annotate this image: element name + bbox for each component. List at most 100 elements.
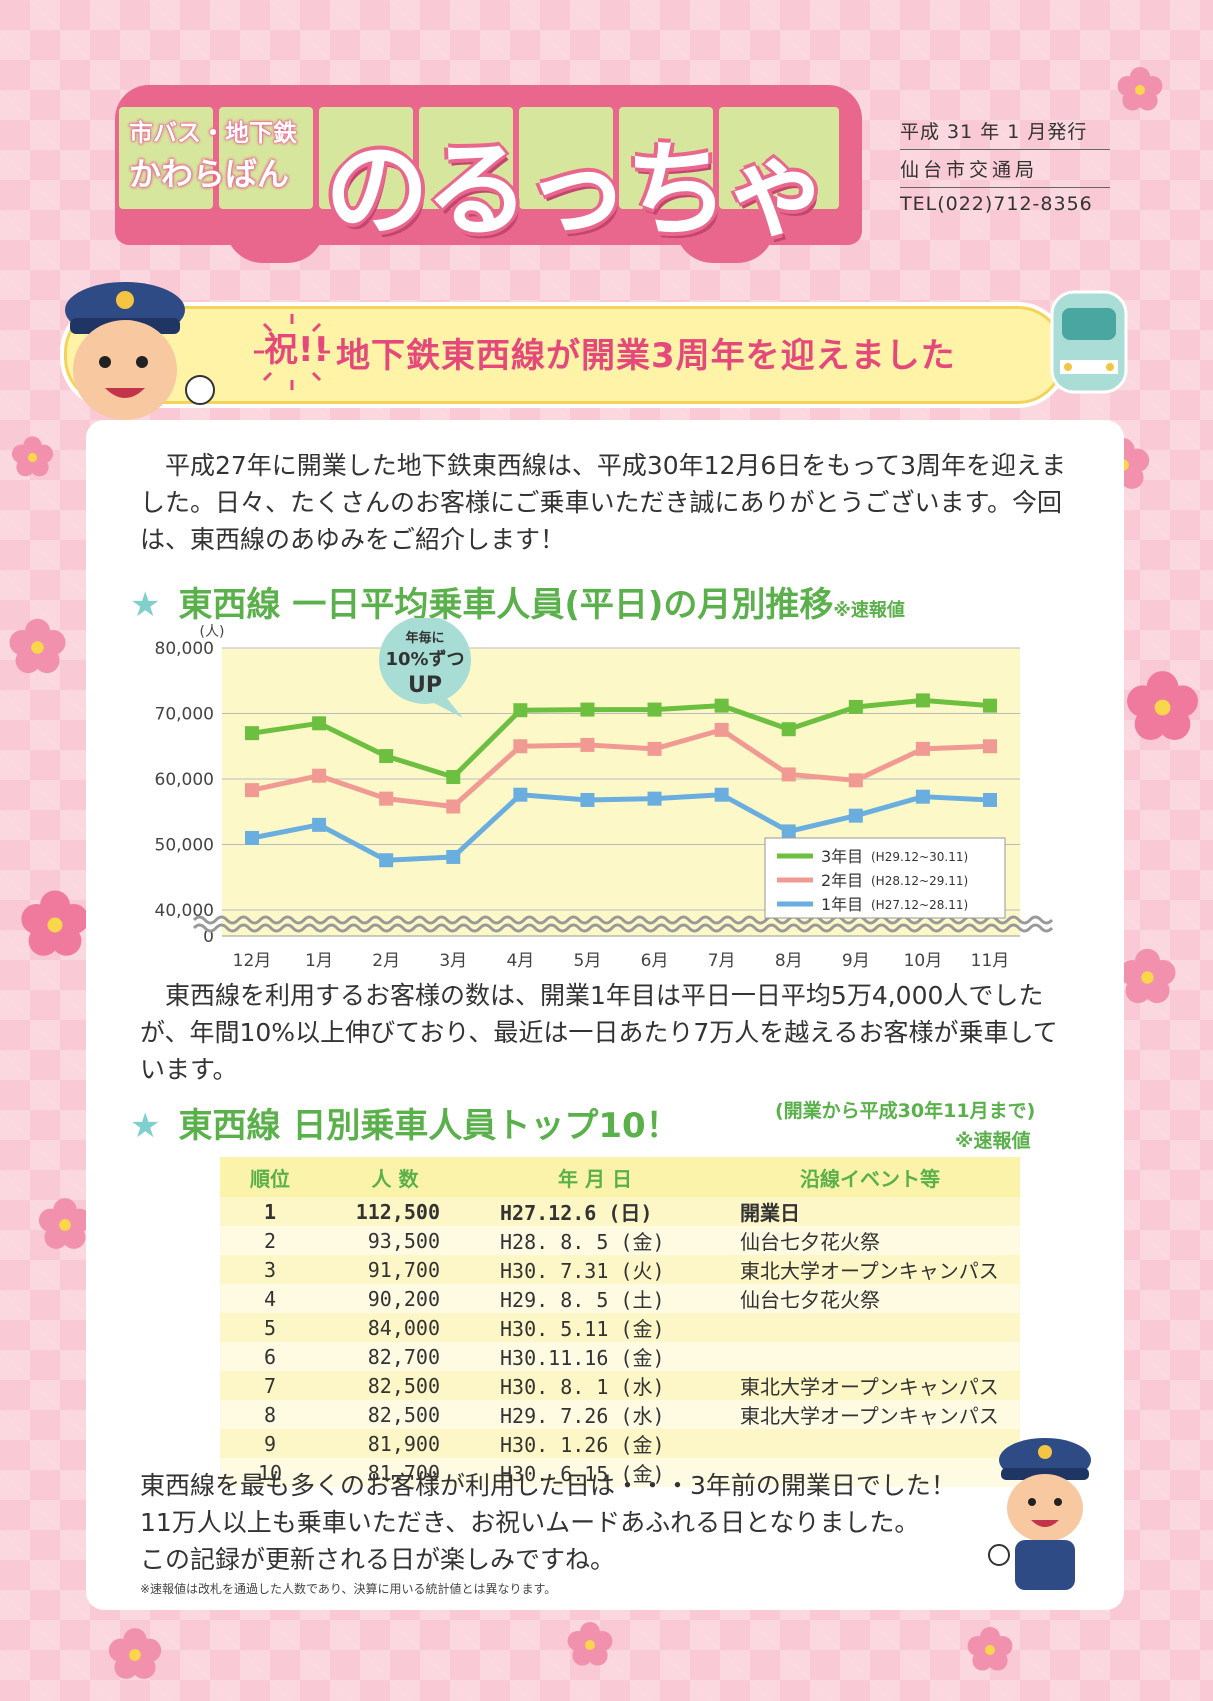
plum-blossom-icon bbox=[11, 436, 54, 477]
data-point bbox=[714, 787, 729, 802]
plum-blossom-icon bbox=[1119, 948, 1176, 1004]
data-point bbox=[848, 808, 863, 823]
bubble-text: 10%ずつ bbox=[385, 649, 464, 670]
plum-blossom-icon bbox=[108, 1628, 162, 1679]
rank-cell: 7 bbox=[220, 1371, 320, 1400]
plum-blossom-icon bbox=[1127, 671, 1198, 740]
table-row: 5 84,000 H30. 5.11 (金) bbox=[220, 1313, 1020, 1342]
plum-blossom-icon bbox=[567, 1622, 613, 1666]
table-row: 6 82,700 H30.11.16 (金) bbox=[220, 1342, 1020, 1371]
issue-info: 平成 31 年 1 月発行 仙台市交通局 TEL(022)712-8356 bbox=[900, 112, 1110, 220]
chart-heading: ★ 東西線 一日平均乗車人員(平日)の月別推移※速報値 bbox=[130, 577, 905, 626]
data-point bbox=[245, 830, 259, 845]
y-tick-label: 0 bbox=[203, 927, 214, 947]
data-point bbox=[983, 698, 997, 713]
count-cell: 81,700 bbox=[320, 1458, 470, 1487]
y-tick-label: 70,000 bbox=[155, 705, 214, 725]
speech-bubble-tail bbox=[432, 696, 463, 718]
series-line bbox=[251, 697, 991, 780]
issue-date: 平成 31 年 1 月発行 bbox=[900, 112, 1110, 150]
table-row: 9 81,900 H30. 1.26 (金) bbox=[220, 1429, 1020, 1458]
plum-blossom-icon bbox=[9, 618, 66, 674]
newsletter-title: のるっちゃ bbox=[325, 129, 829, 251]
newsletter-subtitle-2: かわらばん bbox=[129, 155, 290, 193]
closing-line: 11万人以上も乗車いただき、お祝いムードあふれる日となりました。 bbox=[140, 1508, 920, 1537]
rank-cell: 8 bbox=[220, 1400, 320, 1429]
legend-period: (H29.12~30.11) bbox=[871, 850, 968, 864]
conductor-character-icon bbox=[988, 1438, 1091, 1590]
x-tick-label: 1月 bbox=[305, 951, 333, 970]
rank-cell: 4 bbox=[220, 1284, 320, 1313]
bubble-text: UP bbox=[408, 673, 442, 698]
event-cell: 仙台七夕花火祭 bbox=[720, 1226, 1020, 1255]
data-point bbox=[312, 817, 327, 832]
data-point bbox=[983, 739, 997, 754]
x-tick-label: 4月 bbox=[506, 951, 534, 970]
table-row: 1 112,500 H27.12.6 (日) 開業日 bbox=[220, 1197, 1020, 1226]
data-point bbox=[580, 792, 595, 807]
table-header-row: 順位 人 数 年 月 日 沿線イベント等 bbox=[220, 1157, 1020, 1197]
data-point bbox=[781, 824, 796, 839]
celebration-burst-icon bbox=[254, 314, 330, 390]
legend-period: (H27.12~28.11) bbox=[871, 898, 968, 912]
data-point bbox=[446, 770, 461, 785]
bus-window bbox=[219, 107, 313, 209]
data-point bbox=[245, 783, 259, 798]
chart-title: 東西線 一日平均乗車人員(平日)の月別推移 bbox=[178, 585, 834, 625]
bus-window bbox=[719, 107, 839, 209]
bus-window bbox=[119, 107, 213, 209]
data-point bbox=[915, 741, 930, 756]
anniversary-banner: 祝!! 地下鉄東西線が開業3周年を迎えました bbox=[60, 302, 1068, 408]
legend-label: 3年目 bbox=[821, 847, 863, 866]
event-cell: 東北大学オープンキャンパス bbox=[720, 1371, 1020, 1400]
bus-title-graphic: 市バス・地下鉄 かわらばん のるっちゃ bbox=[115, 85, 862, 263]
data-point bbox=[647, 791, 662, 806]
footnote: ※速報値は改札を通過した人数であり、決算に用いる統計値とは異なります。 bbox=[140, 1582, 557, 1596]
event-cell: 仙台七夕花火祭 bbox=[720, 1284, 1020, 1313]
date-cell: H30. 6.15 (金) bbox=[470, 1458, 720, 1487]
newsletter-subtitle: 市バス・地下鉄 bbox=[129, 119, 298, 148]
data-point bbox=[379, 749, 394, 764]
series-line bbox=[251, 727, 991, 810]
date-cell: H30. 8. 1 (水) bbox=[470, 1371, 720, 1400]
column-header-count: 人 数 bbox=[320, 1157, 470, 1197]
star-icon: ★ bbox=[130, 585, 161, 625]
data-point bbox=[781, 722, 796, 737]
star-icon: ★ bbox=[130, 1106, 161, 1146]
table-row: 8 82,500 H29. 7.26 (水) 東北大学オープンキャンパス bbox=[220, 1400, 1020, 1429]
date-cell: H30. 5.11 (金) bbox=[470, 1313, 720, 1342]
data-point bbox=[446, 799, 461, 814]
count-cell: 82,500 bbox=[320, 1400, 470, 1429]
axis-break-line bbox=[192, 915, 1054, 925]
event-cell: 東北大学オープンキャンパス bbox=[720, 1255, 1020, 1284]
data-point bbox=[513, 703, 528, 718]
table-title: 東西線 日別乗車人員トップ10！ bbox=[178, 1106, 680, 1146]
rank-cell: 2 bbox=[220, 1226, 320, 1255]
plum-blossom-icon bbox=[1117, 67, 1163, 111]
rank-cell: 6 bbox=[220, 1342, 320, 1371]
data-point bbox=[647, 702, 662, 717]
subway-train-icon bbox=[1050, 290, 1128, 394]
closing-text: 東西線を最も多くのお客様が利用した日は・・・3年前の開業日でした！ 11万人以上… bbox=[140, 1467, 956, 1578]
ridership-ranking-table: 順位 人 数 年 月 日 沿線イベント等 1 112,500 H27.12.6 (日… bbox=[220, 1157, 1020, 1487]
table-row: 2 93,500 H28. 8. 5 (金) 仙台七夕花火祭 bbox=[220, 1226, 1020, 1255]
event-cell bbox=[720, 1313, 1020, 1342]
date-cell: H30. 7.31 (火) bbox=[470, 1255, 720, 1284]
data-point bbox=[580, 702, 595, 717]
conductor-character-icon bbox=[65, 282, 215, 420]
bus-window bbox=[519, 107, 613, 209]
rank-cell: 5 bbox=[220, 1313, 320, 1342]
x-tick-label: 6月 bbox=[641, 951, 669, 970]
data-point bbox=[379, 853, 394, 868]
data-point bbox=[848, 699, 863, 714]
y-tick-label: 80,000 bbox=[155, 639, 214, 659]
data-point bbox=[781, 767, 796, 782]
y-axis-label: (人) bbox=[200, 624, 225, 640]
data-point bbox=[446, 849, 461, 864]
intro-paragraph: 平成27年に開業した地下鉄東西線は、平成30年12月6日をもって3周年を迎えまし… bbox=[140, 451, 1066, 554]
table-row: 3 91,700 H30. 7.31 (火) 東北大学オープンキャンパス bbox=[220, 1255, 1020, 1284]
event-cell: 開業日 bbox=[720, 1197, 1020, 1226]
event-cell bbox=[720, 1429, 1020, 1458]
data-point bbox=[983, 792, 997, 807]
